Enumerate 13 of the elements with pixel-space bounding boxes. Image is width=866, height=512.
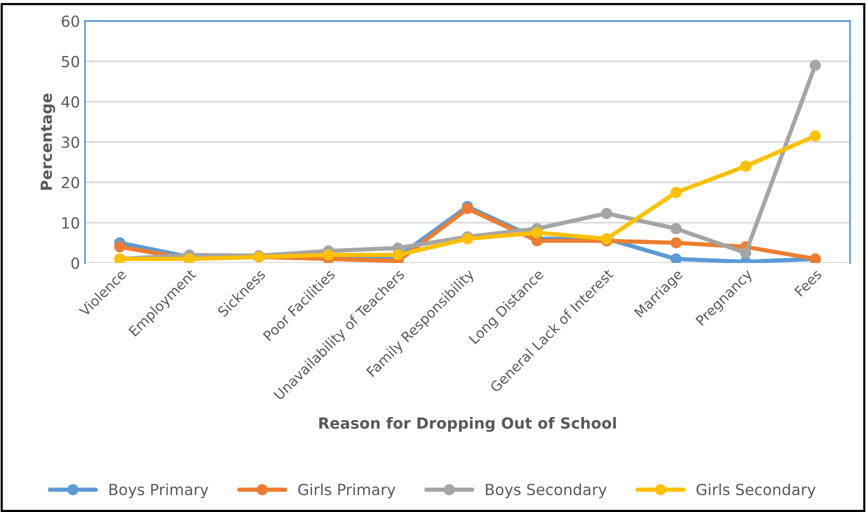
legend-label: Boys Primary <box>110 483 208 498</box>
y-tick-label: 20 <box>62 176 80 188</box>
y-tick-label: 0 <box>71 257 80 270</box>
y-tick-label: 50 <box>62 56 80 68</box>
y-tick-label: 30 <box>62 136 80 148</box>
x-axis-title: Reason for Dropping Out of School <box>319 416 616 432</box>
legend-label: Girls Secondary <box>696 483 816 498</box>
legend-label: Boys Secondary <box>486 483 607 498</box>
y-tick-label: 40 <box>61 96 80 108</box>
y-tick-label: 10 <box>62 217 80 229</box>
y-tick-label: 60 <box>62 15 80 28</box>
legend-label: Girls Primary <box>298 483 396 498</box>
y-axis-title: Percentage <box>40 94 56 190</box>
